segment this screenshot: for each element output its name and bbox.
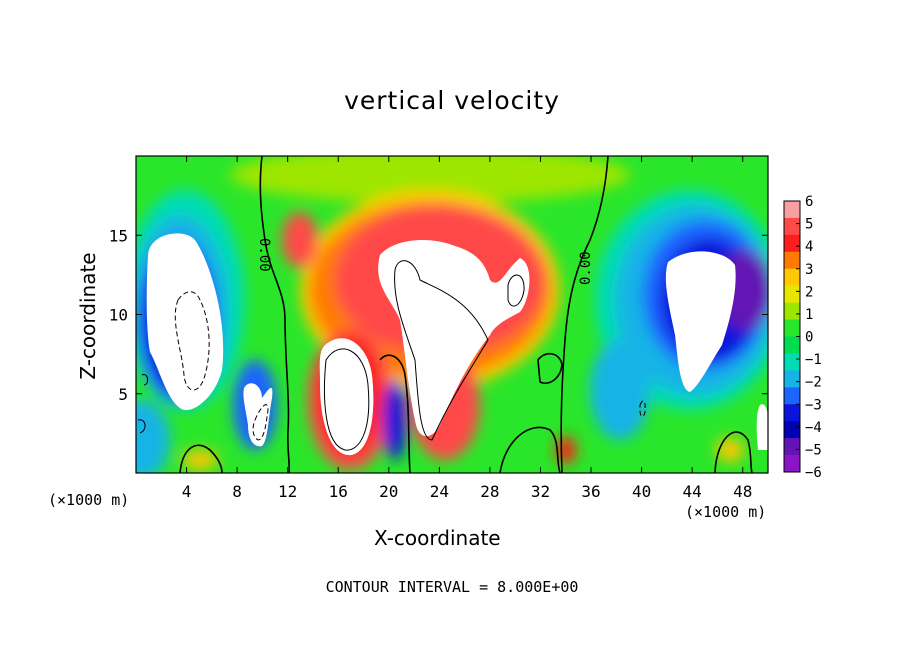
x-unit-label-left: (×1000 m) xyxy=(48,491,130,509)
white-core-left xyxy=(146,233,224,411)
white-core-center-left xyxy=(319,338,374,456)
y-tick-label: 5 xyxy=(118,385,128,404)
colorbar-segment xyxy=(784,404,800,422)
chart-title: vertical velocity xyxy=(344,86,560,115)
x-tick-label: 8 xyxy=(232,482,242,501)
colorbar-segment xyxy=(784,421,800,439)
colorbar-tick-label: −6 xyxy=(805,465,822,481)
colorbar-segment xyxy=(784,268,800,287)
x-tick-label: 28 xyxy=(480,482,499,501)
x-tick-label: 48 xyxy=(733,482,752,501)
y-tick-label: 10 xyxy=(109,306,128,325)
x-tick-label: 32 xyxy=(531,482,550,501)
contour-interval-note: CONTOUR INTERVAL = 8.000E+00 xyxy=(325,578,579,596)
x-tick-label: 20 xyxy=(379,482,398,501)
white-core-edge xyxy=(756,404,768,450)
colorbar-tick-label: −2 xyxy=(805,375,822,391)
negative-contours xyxy=(174,291,646,441)
x-axis-label: X-coordinate xyxy=(374,526,501,550)
colorbar-segment xyxy=(784,217,800,236)
colorbar-segment xyxy=(784,438,800,456)
heatmap-field: 0.00 0.00 xyxy=(136,156,768,473)
colorbar-segment xyxy=(784,319,800,337)
white-core-center xyxy=(378,239,530,437)
colorbar-segment xyxy=(784,251,800,270)
x-tick-label: 40 xyxy=(632,482,651,501)
colorbar-tick-label: 4 xyxy=(805,239,813,255)
colorbar-segment xyxy=(784,285,800,304)
white-core-right xyxy=(665,251,736,392)
colorbar-tick-label: −1 xyxy=(805,352,822,368)
colorbar-segment xyxy=(784,302,800,321)
colorbar-segment xyxy=(784,336,800,354)
x-tick-label: 16 xyxy=(329,482,348,501)
y-tick-label: 15 xyxy=(109,226,128,245)
colorbar-segment xyxy=(784,387,800,405)
contour-label-left: 0.00 xyxy=(256,238,272,272)
colorbar-tick-label: 3 xyxy=(805,262,813,278)
x-tick-label: 4 xyxy=(182,482,192,501)
colorbar-tick-label: 6 xyxy=(805,194,813,210)
contour-label-right: 0.00 xyxy=(578,251,594,285)
colorbar-tick-label: 2 xyxy=(805,284,813,300)
inner-contours xyxy=(137,260,525,451)
x-tick-label: 36 xyxy=(581,482,600,501)
colorbar-tick-label: −5 xyxy=(805,442,822,458)
colorbar-tick-label: 5 xyxy=(805,217,813,233)
white-core-left-small xyxy=(243,383,273,447)
colorbar-tick-label: 0 xyxy=(805,330,813,346)
colorbar: 6 5 4 3 2 1 0 −1 −2 −3 −4 −5 −6 xyxy=(783,194,822,481)
x-tick-label: 24 xyxy=(430,482,449,501)
x-tick-label: 44 xyxy=(683,482,702,501)
x-tick-label: 12 xyxy=(278,482,297,501)
zero-contours xyxy=(179,156,753,473)
colorbar-segment xyxy=(784,234,800,253)
colorbar-tick-label: 1 xyxy=(805,307,813,323)
colorbar-tick-label: −3 xyxy=(805,397,822,413)
colorbar-segment xyxy=(784,201,800,219)
colorbar-segment xyxy=(784,455,800,473)
colorbar-segment xyxy=(784,353,800,371)
x-unit-label-right: (×1000 m) xyxy=(685,503,767,521)
colorbar-segment xyxy=(784,370,800,388)
colorbar-tick-label: −4 xyxy=(805,420,822,436)
